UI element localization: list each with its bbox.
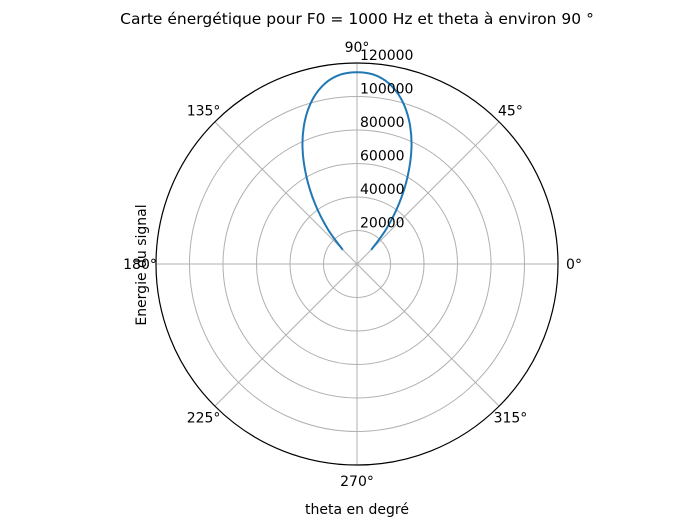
chart-title: Carte énergétique pour F0 = 1000 Hz et t… [120,10,594,28]
radial-tick-label: 120000 [360,48,413,64]
radial-tick-label: 20000 [360,216,405,232]
series-layer [301,71,413,251]
radial-grid-ring [256,163,458,365]
series-line [301,71,413,251]
radial-tick-label: 100000 [360,82,413,98]
theta-tick-label: 45° [498,104,523,120]
theta-tick-label: 0° [566,257,582,273]
radial-tick-label: 40000 [360,182,405,198]
radial-grid-ring [222,129,492,399]
radial-grid-ring [289,196,425,332]
x-axis-label: theta en degré [305,502,409,518]
radial-grid-ring [189,96,525,432]
radial-tick-label: 60000 [360,149,405,165]
theta-tick-label: 225° [187,410,221,426]
theta-tick-label: 180° [123,257,157,273]
radial-grid-ring [323,230,391,298]
theta-tick-label: 90° [345,40,370,56]
y-axis-label: Energie du signal [134,204,150,325]
theta-tick-label: 315° [494,410,528,426]
polar-frame [155,62,559,466]
radial-tick-label: 80000 [360,115,405,131]
theta-tick-labels: 0° 45° 90° 135° 180° 225° 270° 315° [123,40,582,490]
polar-grid [155,62,559,466]
theta-tick-label: 270° [340,474,374,490]
theta-tick-label: 135° [187,104,221,120]
radial-tick-labels: 20000 40000 60000 80000 100000 120000 [360,48,413,232]
